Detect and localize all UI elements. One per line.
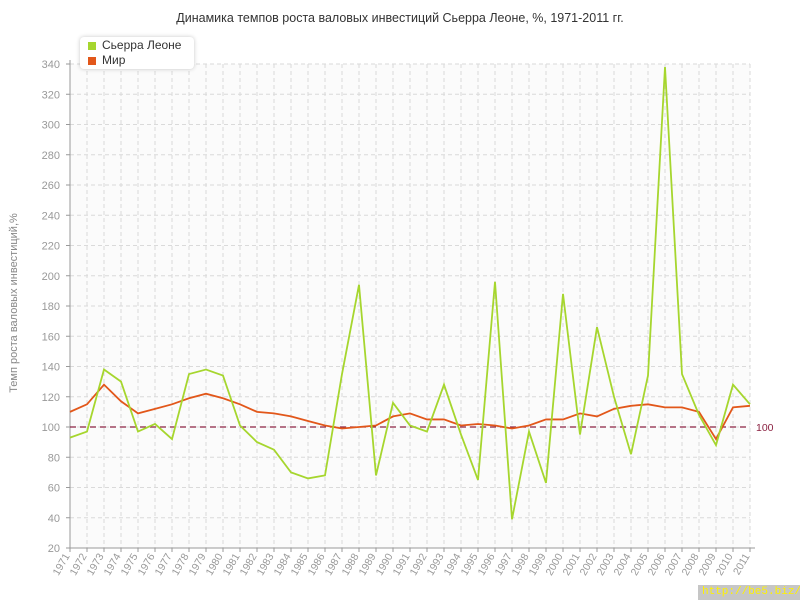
svg-text:200: 200 bbox=[42, 271, 60, 283]
svg-text:180: 180 bbox=[42, 301, 60, 313]
svg-text:280: 280 bbox=[42, 150, 60, 162]
svg-text:2011: 2011 bbox=[731, 551, 753, 577]
svg-text:240: 240 bbox=[42, 210, 60, 222]
svg-text:220: 220 bbox=[42, 241, 60, 253]
svg-text:2010: 2010 bbox=[714, 551, 736, 577]
svg-text:160: 160 bbox=[42, 331, 60, 343]
svg-text:260: 260 bbox=[42, 180, 60, 192]
svg-text:320: 320 bbox=[42, 89, 60, 101]
svg-text:140: 140 bbox=[42, 362, 60, 374]
svg-text:20: 20 bbox=[48, 543, 60, 555]
svg-text:100: 100 bbox=[42, 422, 60, 434]
svg-text:60: 60 bbox=[48, 483, 60, 495]
svg-text:40: 40 bbox=[48, 513, 60, 525]
svg-text:120: 120 bbox=[42, 392, 60, 404]
svg-text:300: 300 bbox=[42, 120, 60, 132]
svg-text:80: 80 bbox=[48, 452, 60, 464]
svg-text:340: 340 bbox=[42, 59, 60, 71]
svg-text:100: 100 bbox=[756, 422, 774, 434]
